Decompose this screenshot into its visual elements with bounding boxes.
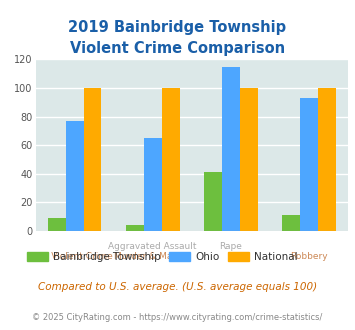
Bar xyxy=(48,218,66,231)
Text: Murder & Mans...: Murder & Mans... xyxy=(114,252,191,261)
Bar xyxy=(144,138,162,231)
Bar xyxy=(162,88,180,231)
Bar xyxy=(204,172,222,231)
Bar xyxy=(222,67,240,231)
Bar xyxy=(240,88,258,231)
Bar xyxy=(318,88,336,231)
Legend: Bainbridge Township, Ohio, National: Bainbridge Township, Ohio, National xyxy=(23,248,302,266)
Bar xyxy=(83,88,102,231)
Bar xyxy=(66,121,83,231)
Bar xyxy=(126,225,144,231)
Text: Aggravated Assault: Aggravated Assault xyxy=(108,243,197,251)
Text: Compared to U.S. average. (U.S. average equals 100): Compared to U.S. average. (U.S. average … xyxy=(38,282,317,292)
Text: All Violent Crime: All Violent Crime xyxy=(37,252,113,261)
Bar xyxy=(282,215,300,231)
Text: 2019 Bainbridge Township
Violent Crime Comparison: 2019 Bainbridge Township Violent Crime C… xyxy=(69,20,286,56)
Text: Robbery: Robbery xyxy=(290,252,328,261)
Text: © 2025 CityRating.com - https://www.cityrating.com/crime-statistics/: © 2025 CityRating.com - https://www.city… xyxy=(32,313,323,322)
Text: Rape: Rape xyxy=(219,243,242,251)
Bar xyxy=(300,98,318,231)
